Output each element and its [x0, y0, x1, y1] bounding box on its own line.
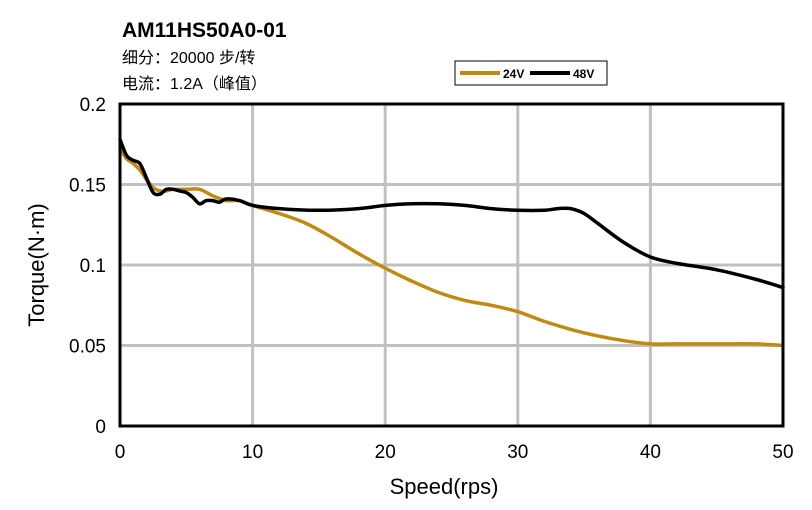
x-tick-label: 30: [507, 442, 528, 463]
plot-frame: [118, 102, 785, 428]
y-tick-label: 0: [95, 417, 106, 438]
legend-label-24v: 24V: [503, 67, 524, 81]
chart-subtitle-line-1: 细分：20000 步/转: [122, 49, 255, 67]
x-tick-label: 40: [640, 442, 661, 463]
y-tick-label: 0.15: [69, 176, 106, 197]
y-tick-labels: 0 0.05 0.1 0.15 0.2: [69, 95, 106, 438]
x-tick-label: 20: [375, 442, 396, 463]
y-tick-label: 0.2: [80, 95, 106, 116]
chart-title: AM11HS50A0-01: [122, 19, 287, 42]
series-line-24v: [118, 147, 785, 348]
legend-label-48v: 48V: [573, 67, 594, 81]
x-tick-label: 10: [242, 442, 263, 463]
x-tick-label: 50: [772, 442, 793, 463]
chart-subtitle-line-2: 电流：1.2A（峰值）: [122, 75, 267, 93]
x-tick-labels: 0 10 20 30 40 50: [115, 442, 794, 463]
y-axis-label: Torque(N·m): [24, 203, 49, 326]
legend: 24V 48V: [454, 60, 608, 86]
y-tick-label: 0.05: [69, 337, 106, 358]
series-line-48v: [118, 137, 785, 290]
x-tick-label: 0: [115, 442, 126, 463]
series-lines: [118, 137, 785, 348]
y-tick-label: 0.1: [80, 256, 106, 277]
x-axis-label: Speed(rps): [390, 474, 499, 499]
grid-lines: [120, 104, 783, 426]
